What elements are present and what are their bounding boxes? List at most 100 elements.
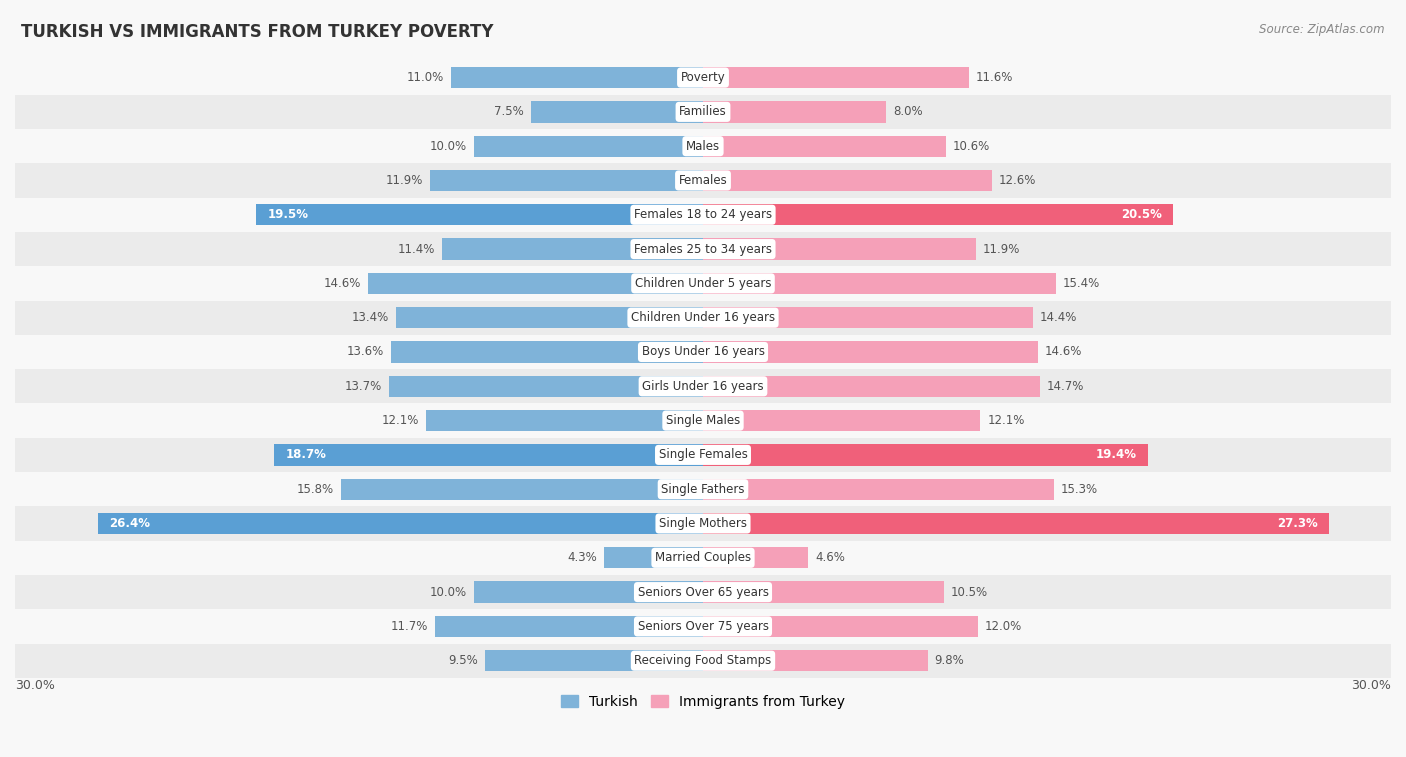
- Text: TURKISH VS IMMIGRANTS FROM TURKEY POVERTY: TURKISH VS IMMIGRANTS FROM TURKEY POVERT…: [21, 23, 494, 41]
- Text: 12.6%: 12.6%: [998, 174, 1036, 187]
- Bar: [256, 204, 703, 226]
- Text: 10.6%: 10.6%: [953, 140, 990, 153]
- Bar: [485, 650, 703, 671]
- Bar: [15, 506, 1391, 540]
- Text: 7.5%: 7.5%: [495, 105, 524, 118]
- Bar: [703, 307, 1033, 329]
- Text: Single Mothers: Single Mothers: [659, 517, 747, 530]
- Text: 8.0%: 8.0%: [893, 105, 922, 118]
- Text: 4.3%: 4.3%: [568, 551, 598, 564]
- Bar: [703, 67, 969, 89]
- Text: Married Couples: Married Couples: [655, 551, 751, 564]
- Bar: [703, 547, 808, 569]
- Bar: [391, 341, 703, 363]
- Text: 14.4%: 14.4%: [1040, 311, 1077, 324]
- Bar: [15, 129, 1391, 164]
- Bar: [434, 615, 703, 637]
- Text: 13.7%: 13.7%: [344, 380, 382, 393]
- Bar: [15, 609, 1391, 643]
- Text: 9.5%: 9.5%: [449, 654, 478, 667]
- Bar: [15, 403, 1391, 438]
- Bar: [389, 375, 703, 397]
- Text: 19.4%: 19.4%: [1095, 448, 1136, 462]
- Text: Females 25 to 34 years: Females 25 to 34 years: [634, 242, 772, 256]
- Bar: [703, 136, 946, 157]
- Bar: [703, 615, 979, 637]
- Bar: [703, 410, 980, 431]
- Bar: [97, 513, 703, 534]
- Text: 19.5%: 19.5%: [267, 208, 308, 221]
- Bar: [703, 341, 1038, 363]
- Bar: [451, 67, 703, 89]
- Text: Poverty: Poverty: [681, 71, 725, 84]
- Text: 11.6%: 11.6%: [976, 71, 1014, 84]
- Text: Females 18 to 24 years: Females 18 to 24 years: [634, 208, 772, 221]
- Bar: [474, 581, 703, 603]
- Bar: [703, 204, 1173, 226]
- Text: 4.6%: 4.6%: [815, 551, 845, 564]
- Text: 30.0%: 30.0%: [1351, 678, 1391, 692]
- Text: 15.8%: 15.8%: [297, 483, 333, 496]
- Text: 12.0%: 12.0%: [986, 620, 1022, 633]
- Bar: [703, 581, 943, 603]
- Bar: [703, 238, 976, 260]
- Bar: [703, 444, 1147, 466]
- Text: 10.5%: 10.5%: [950, 586, 988, 599]
- Text: 14.6%: 14.6%: [323, 277, 361, 290]
- Text: 15.3%: 15.3%: [1060, 483, 1098, 496]
- Text: Children Under 16 years: Children Under 16 years: [631, 311, 775, 324]
- Text: 27.3%: 27.3%: [1277, 517, 1317, 530]
- Text: Single Males: Single Males: [666, 414, 740, 427]
- Bar: [368, 273, 703, 294]
- Text: Girls Under 16 years: Girls Under 16 years: [643, 380, 763, 393]
- Legend: Turkish, Immigrants from Turkey: Turkish, Immigrants from Turkey: [555, 689, 851, 714]
- Bar: [430, 170, 703, 191]
- Bar: [703, 375, 1040, 397]
- Text: 12.1%: 12.1%: [381, 414, 419, 427]
- Bar: [15, 540, 1391, 575]
- Bar: [15, 369, 1391, 403]
- Bar: [15, 95, 1391, 129]
- Text: Source: ZipAtlas.com: Source: ZipAtlas.com: [1260, 23, 1385, 36]
- Text: 10.0%: 10.0%: [430, 140, 467, 153]
- Text: Boys Under 16 years: Boys Under 16 years: [641, 345, 765, 359]
- Text: Males: Males: [686, 140, 720, 153]
- Bar: [15, 164, 1391, 198]
- Bar: [703, 478, 1054, 500]
- Text: Receiving Food Stamps: Receiving Food Stamps: [634, 654, 772, 667]
- Bar: [15, 198, 1391, 232]
- Bar: [15, 266, 1391, 301]
- Text: 11.7%: 11.7%: [391, 620, 427, 633]
- Bar: [15, 61, 1391, 95]
- Text: 13.6%: 13.6%: [347, 345, 384, 359]
- Bar: [274, 444, 703, 466]
- Text: Seniors Over 75 years: Seniors Over 75 years: [637, 620, 769, 633]
- Text: 11.0%: 11.0%: [406, 71, 444, 84]
- Text: Children Under 5 years: Children Under 5 years: [634, 277, 772, 290]
- Bar: [703, 170, 993, 191]
- Text: 15.4%: 15.4%: [1063, 277, 1101, 290]
- Text: 18.7%: 18.7%: [285, 448, 326, 462]
- Text: Females: Females: [679, 174, 727, 187]
- Bar: [15, 232, 1391, 266]
- Text: 30.0%: 30.0%: [15, 678, 55, 692]
- Text: 11.9%: 11.9%: [385, 174, 423, 187]
- Text: Single Fathers: Single Fathers: [661, 483, 745, 496]
- Bar: [340, 478, 703, 500]
- Bar: [605, 547, 703, 569]
- Bar: [15, 335, 1391, 369]
- Bar: [15, 472, 1391, 506]
- Bar: [474, 136, 703, 157]
- Bar: [441, 238, 703, 260]
- Text: 14.7%: 14.7%: [1047, 380, 1084, 393]
- Text: 12.1%: 12.1%: [987, 414, 1025, 427]
- Text: 11.9%: 11.9%: [983, 242, 1021, 256]
- Bar: [15, 301, 1391, 335]
- Bar: [395, 307, 703, 329]
- Text: 20.5%: 20.5%: [1121, 208, 1161, 221]
- Text: 10.0%: 10.0%: [430, 586, 467, 599]
- Text: 14.6%: 14.6%: [1045, 345, 1083, 359]
- Text: 9.8%: 9.8%: [935, 654, 965, 667]
- Bar: [703, 101, 886, 123]
- Bar: [703, 650, 928, 671]
